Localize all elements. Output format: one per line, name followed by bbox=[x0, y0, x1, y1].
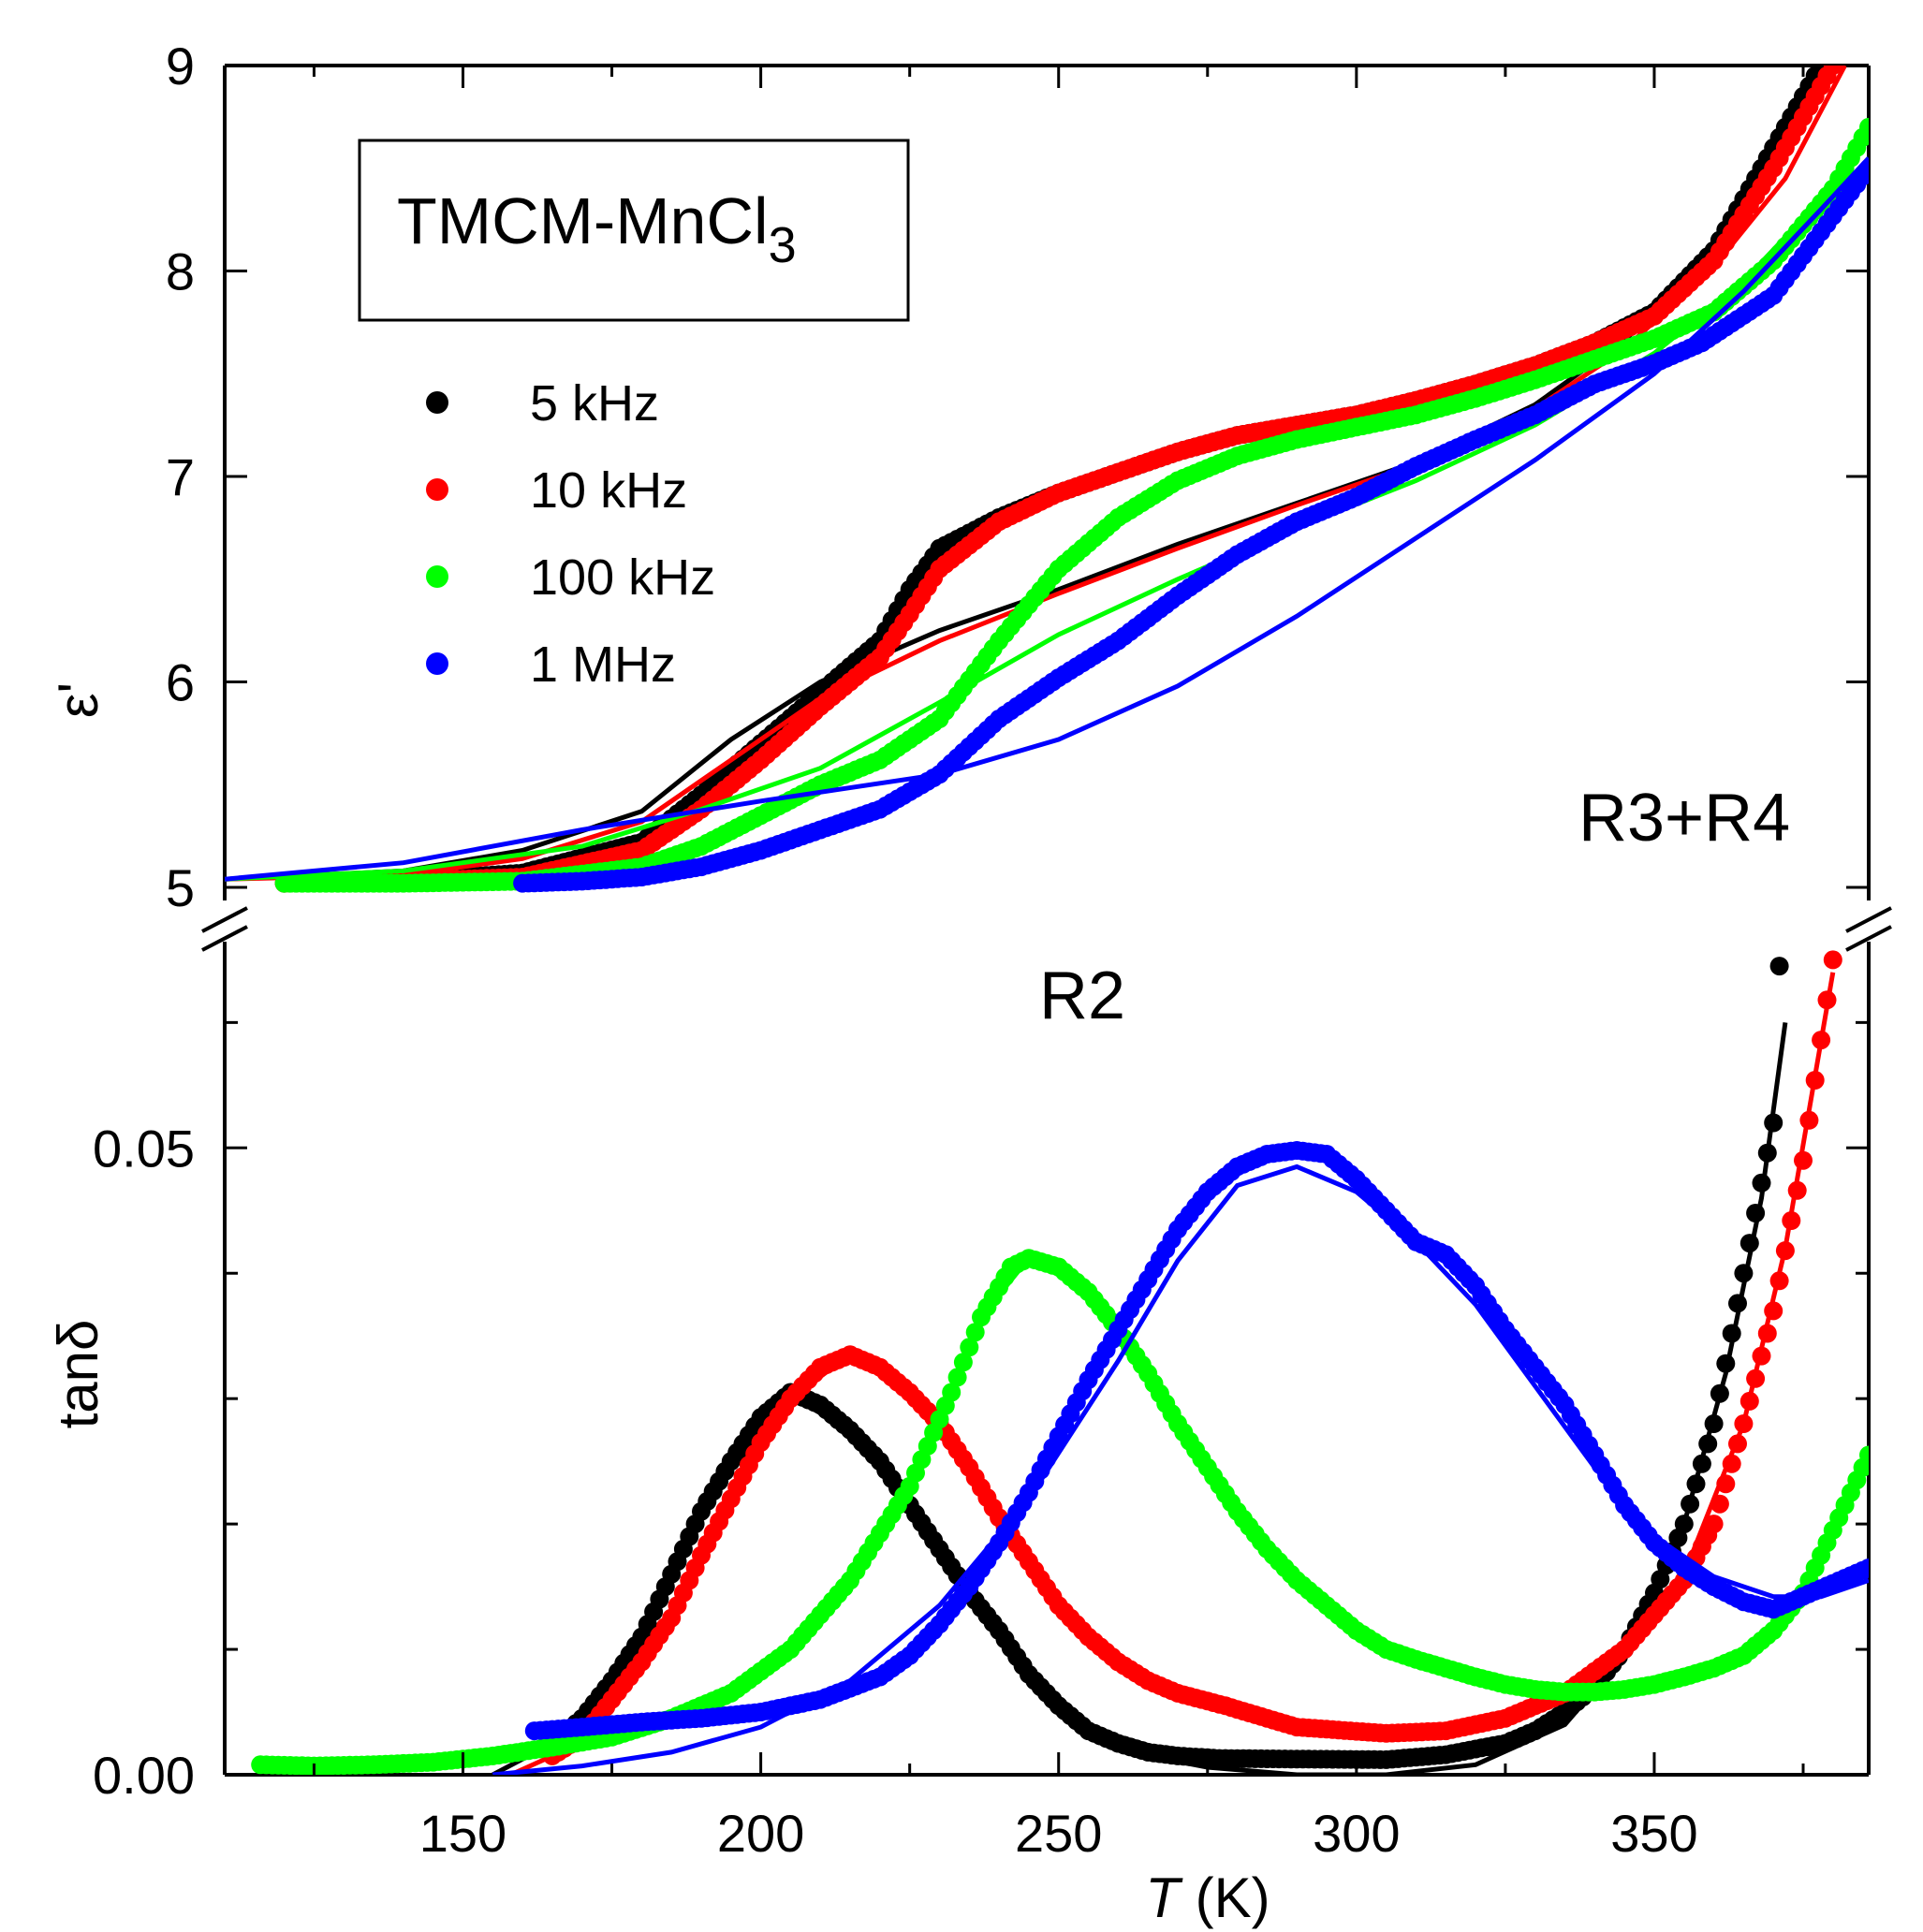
top-y-tick-label: 6 bbox=[166, 653, 195, 712]
legend-marker bbox=[426, 391, 448, 414]
axes: 150 200 250 300 350 5 6 7 8 9 0.00 0.05 bbox=[93, 37, 1869, 1863]
bottom-panel-series bbox=[251, 950, 1869, 1775]
legend-marker bbox=[426, 652, 448, 675]
legend-label: 1 MHz bbox=[530, 637, 676, 693]
top-y-tick-label: 8 bbox=[166, 242, 195, 301]
x-tick-label: 300 bbox=[1313, 1804, 1400, 1863]
legend-label: 100 kHz bbox=[530, 549, 715, 606]
axis-break-right-2 bbox=[1845, 925, 1892, 952]
top-fit-100-khz bbox=[225, 136, 1869, 882]
sample-label-box bbox=[358, 139, 910, 322]
bottom-y-tick-label: 0.00 bbox=[93, 1746, 195, 1805]
top-y-tick-label: 5 bbox=[166, 858, 195, 917]
bottom-point-10-khz bbox=[1823, 950, 1842, 970]
legend-label: 5 kHz bbox=[530, 375, 659, 432]
legend-label: 10 kHz bbox=[530, 462, 687, 519]
sample-label: TMCM-MnCl3 bbox=[397, 184, 797, 273]
top-fit-10-khz bbox=[225, 66, 1847, 882]
bottom-series-10-khz bbox=[509, 950, 1842, 1775]
axis-break-left-1 bbox=[201, 906, 248, 933]
axis-break-left-2 bbox=[201, 925, 248, 952]
bottom-point-1-mhz bbox=[1859, 1559, 1869, 1577]
region-label-r2: R2 bbox=[1039, 959, 1125, 1033]
legend: 5 kHz 10 kHz 100 kHz 1 MHz bbox=[426, 375, 715, 693]
top-point-100-khz bbox=[1859, 117, 1869, 137]
bottom-fit-5-khz bbox=[492, 1022, 1788, 1775]
top-point-10-khz bbox=[1823, 66, 1842, 75]
bottom-series-1-mhz bbox=[492, 1141, 1869, 1775]
bottom-fit-10-khz bbox=[509, 972, 1836, 1775]
x-tick-label: 350 bbox=[1610, 1804, 1697, 1863]
top-series-1-mhz bbox=[225, 156, 1869, 893]
bottom-fit-1-mhz bbox=[492, 1164, 1869, 1775]
legend-marker bbox=[426, 478, 448, 501]
axis-break-right-1 bbox=[1845, 906, 1892, 933]
bottom-y-tick-label: 0.05 bbox=[93, 1119, 195, 1178]
top-panel-series bbox=[225, 66, 1869, 893]
bottom-point-10-khz bbox=[1704, 1515, 1724, 1534]
top-fit-1-mhz bbox=[225, 156, 1869, 882]
top-y-tick-label: 7 bbox=[166, 447, 195, 506]
top-y-tick-label: 9 bbox=[166, 37, 195, 95]
top-series-100-khz bbox=[225, 117, 1869, 893]
region-label-r3r4: R3+R4 bbox=[1578, 781, 1790, 856]
bottom-point-5-khz bbox=[1769, 957, 1789, 976]
x-tick-label: 150 bbox=[419, 1804, 506, 1863]
bottom-ylabel: tanδ bbox=[47, 1320, 110, 1429]
xlabel: T (K) bbox=[1145, 1866, 1270, 1929]
legend-marker bbox=[426, 565, 448, 588]
x-tick-label: 250 bbox=[1015, 1804, 1102, 1863]
top-ylabel: ε' bbox=[47, 682, 110, 718]
x-tick-label: 200 bbox=[717, 1804, 804, 1863]
